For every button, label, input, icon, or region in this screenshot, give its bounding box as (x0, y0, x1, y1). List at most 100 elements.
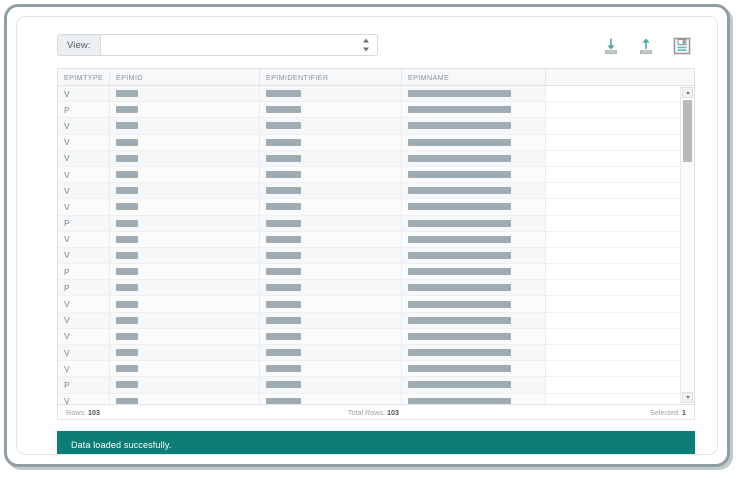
cell-epimtype[interactable]: V (58, 328, 110, 344)
cell-epimtype[interactable]: P (58, 215, 110, 231)
cell-epimid[interactable] (110, 102, 260, 118)
cell-epimid[interactable] (110, 166, 260, 183)
table-row[interactable]: V (58, 296, 680, 313)
table-row[interactable]: V (58, 312, 680, 329)
table-row[interactable]: V (58, 199, 680, 216)
cell-epimname[interactable] (402, 166, 546, 183)
cell-epimid[interactable] (110, 215, 260, 231)
cell-epimid[interactable] (110, 264, 260, 280)
cell-epimidentifier[interactable] (260, 247, 402, 264)
scroll-up-button[interactable] (682, 87, 693, 98)
cell-epimid[interactable] (110, 377, 260, 393)
cell-epimname[interactable] (402, 312, 546, 328)
cell-epimname[interactable] (402, 199, 546, 215)
table-row[interactable]: V (58, 328, 680, 345)
cell-blank[interactable] (546, 118, 680, 134)
cell-blank[interactable] (546, 345, 680, 361)
cell-epimtype[interactable]: V (58, 166, 110, 183)
cell-epimtype[interactable]: P (58, 102, 110, 118)
cell-epimname[interactable] (402, 118, 546, 134)
cell-blank[interactable] (546, 247, 680, 264)
spinner-updown-icon[interactable] (363, 38, 370, 52)
table-row[interactable]: P (58, 280, 680, 297)
cell-epimtype[interactable]: V (58, 393, 110, 404)
cell-epimtype[interactable]: P (58, 264, 110, 280)
table-row[interactable]: V (58, 361, 680, 378)
cell-epimidentifier[interactable] (260, 183, 402, 199)
cell-blank[interactable] (546, 377, 680, 393)
download-button[interactable] (598, 33, 624, 59)
cell-epimidentifier[interactable] (260, 361, 402, 377)
cell-epimid[interactable] (110, 280, 260, 296)
cell-epimtype[interactable]: V (58, 345, 110, 361)
cell-epimidentifier[interactable] (260, 280, 402, 296)
cell-blank[interactable] (546, 166, 680, 183)
cell-blank[interactable] (546, 296, 680, 312)
table-row[interactable]: V (58, 118, 680, 135)
cell-epimname[interactable] (402, 102, 546, 118)
cell-blank[interactable] (546, 134, 680, 150)
cell-epimid[interactable] (110, 134, 260, 150)
cell-epimidentifier[interactable] (260, 215, 402, 231)
cell-epimid[interactable] (110, 296, 260, 312)
cell-epimtype[interactable]: P (58, 280, 110, 296)
cell-epimid[interactable] (110, 247, 260, 264)
save-button[interactable] (669, 33, 695, 59)
table-row[interactable]: V (58, 247, 680, 265)
cell-blank[interactable] (546, 183, 680, 199)
cell-blank[interactable] (546, 150, 680, 166)
cell-blank[interactable] (546, 361, 680, 377)
table-row[interactable]: V (58, 134, 680, 151)
table-row[interactable]: V (58, 183, 680, 200)
cell-epimname[interactable] (402, 231, 546, 247)
cell-epimidentifier[interactable] (260, 199, 402, 215)
cell-epimid[interactable] (110, 345, 260, 361)
cell-epimname[interactable] (402, 264, 546, 280)
cell-epimname[interactable] (402, 296, 546, 312)
cell-epimidentifier[interactable] (260, 134, 402, 150)
cell-epimname[interactable] (402, 247, 546, 264)
cell-blank[interactable] (546, 215, 680, 231)
column-header-epimid[interactable]: EPIMID (110, 69, 260, 85)
cell-epimtype[interactable]: V (58, 86, 110, 102)
scroll-thumb[interactable] (683, 100, 692, 162)
cell-epimtype[interactable]: V (58, 247, 110, 264)
cell-blank[interactable] (546, 231, 680, 247)
cell-epimtype[interactable]: V (58, 361, 110, 377)
cell-epimname[interactable] (402, 377, 546, 393)
cell-epimid[interactable] (110, 393, 260, 404)
cell-epimname[interactable] (402, 280, 546, 296)
cell-epimidentifier[interactable] (260, 312, 402, 328)
column-header-blank[interactable] (546, 69, 694, 85)
cell-epimname[interactable] (402, 361, 546, 377)
cell-epimname[interactable] (402, 328, 546, 344)
cell-epimtype[interactable]: V (58, 296, 110, 312)
cell-epimidentifier[interactable] (260, 150, 402, 166)
cell-epimtype[interactable]: V (58, 183, 110, 199)
cell-blank[interactable] (546, 280, 680, 296)
cell-epimidentifier[interactable] (260, 264, 402, 280)
table-row[interactable]: P (58, 215, 680, 232)
grid-rows[interactable]: VPVVVVVVPVVPPVVVVVPVVPV (58, 86, 680, 404)
cell-epimname[interactable] (402, 86, 546, 102)
cell-epimid[interactable] (110, 231, 260, 247)
table-row[interactable]: P (58, 264, 680, 281)
cell-blank[interactable] (546, 264, 680, 280)
cell-epimid[interactable] (110, 183, 260, 199)
cell-blank[interactable] (546, 328, 680, 344)
table-row[interactable]: V (58, 150, 680, 167)
cell-epimname[interactable] (402, 393, 546, 404)
cell-epimid[interactable] (110, 118, 260, 134)
view-select[interactable] (99, 34, 378, 56)
cell-epimtype[interactable]: V (58, 231, 110, 247)
cell-epimtype[interactable]: V (58, 134, 110, 150)
cell-epimidentifier[interactable] (260, 231, 402, 247)
cell-blank[interactable] (546, 312, 680, 328)
cell-epimid[interactable] (110, 150, 260, 166)
cell-epimname[interactable] (402, 183, 546, 199)
cell-blank[interactable] (546, 393, 680, 404)
cell-epimtype[interactable]: V (58, 150, 110, 166)
table-row[interactable]: V (58, 86, 680, 103)
cell-epimid[interactable] (110, 312, 260, 328)
